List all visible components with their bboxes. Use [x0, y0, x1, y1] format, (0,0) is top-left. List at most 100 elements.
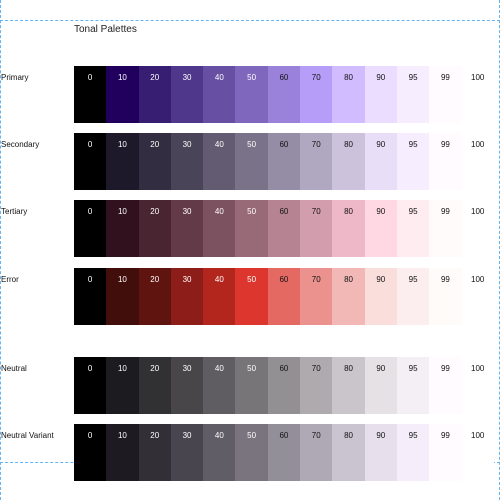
- tone-label: 40: [214, 207, 224, 216]
- swatch-tone-90: 90: [364, 268, 397, 325]
- swatch-tone-40: 40: [203, 133, 236, 190]
- tone-label: 40: [214, 364, 224, 373]
- palette-label: Tertiary: [1, 207, 28, 216]
- swatch-tone-100: 100: [461, 268, 494, 325]
- tone-label: 95: [408, 364, 418, 373]
- swatch-tone-90: 90: [364, 200, 397, 257]
- tone-label: 95: [408, 73, 418, 82]
- swatch-tone-60: 60: [267, 66, 301, 123]
- swatch-tone-99: 99: [429, 268, 462, 325]
- swatch-tone-80: 80: [332, 268, 365, 325]
- swatch-tone-60: 60: [267, 268, 301, 325]
- swatch-tone-30: 30: [170, 200, 204, 257]
- tone-label: 10: [117, 73, 127, 82]
- swatch-tone-40: 40: [203, 357, 236, 414]
- swatch-tone-30: 30: [170, 66, 204, 123]
- palette-label: Error: [1, 275, 19, 284]
- tone-label: 60: [279, 431, 289, 440]
- swatch-strip: 0 10 20 30 40 50 60 70 80 90 95 99 100: [74, 424, 494, 481]
- tone-label: 40: [214, 431, 224, 440]
- tone-label: 95: [408, 140, 418, 149]
- swatch-tone-10: 10: [106, 133, 139, 190]
- swatch-tone-40: 40: [203, 424, 236, 481]
- tone-label: 99: [440, 431, 450, 440]
- swatch-tone-95: 95: [396, 66, 430, 123]
- swatch-tone-20: 20: [138, 357, 171, 414]
- tone-label: 90: [376, 275, 386, 284]
- swatch-tone-10: 10: [106, 200, 139, 257]
- swatch-tone-80: 80: [332, 133, 365, 190]
- tone-label: 80: [344, 140, 353, 149]
- swatch-tone-80: 80: [332, 66, 365, 123]
- tone-label: 90: [376, 431, 386, 440]
- swatch-tone-0: 0: [74, 357, 107, 414]
- swatch-tone-99: 99: [429, 66, 462, 123]
- tone-label: 10: [117, 275, 127, 284]
- palette-label: Neutral: [1, 364, 27, 373]
- tone-label: 95: [408, 431, 418, 440]
- tone-label: 30: [182, 275, 192, 284]
- swatch-strip: 0 10 20 30 40 50 60 70 80 90 95 99 100: [74, 268, 494, 325]
- swatch-tone-30: 30: [170, 268, 204, 325]
- tone-label: 20: [150, 431, 160, 440]
- tone-label: 50: [247, 73, 257, 82]
- tone-label: 30: [182, 73, 192, 82]
- swatch-tone-80: 80: [332, 424, 365, 481]
- tone-label: 99: [440, 207, 450, 216]
- swatch-tone-95: 95: [396, 424, 430, 481]
- swatch-tone-70: 70: [300, 133, 333, 190]
- tone-label: 60: [279, 207, 289, 216]
- swatch-tone-100: 100: [461, 424, 494, 481]
- swatch-tone-99: 99: [429, 133, 462, 190]
- swatch-tone-0: 0: [74, 424, 107, 481]
- tone-label: 95: [408, 275, 418, 284]
- swatch-tone-10: 10: [106, 357, 139, 414]
- swatch-tone-95: 95: [396, 133, 430, 190]
- swatch-tone-30: 30: [170, 133, 204, 190]
- swatch-tone-80: 80: [332, 200, 365, 257]
- tone-label: 95: [408, 207, 418, 216]
- palette-label: Secondary: [1, 140, 40, 149]
- swatch-tone-70: 70: [300, 268, 333, 325]
- tone-label: 10: [117, 140, 127, 149]
- swatch-tone-100: 100: [461, 200, 494, 257]
- tone-label: 50: [247, 431, 257, 440]
- swatch-tone-70: 70: [300, 66, 333, 123]
- tone-label: 80: [344, 207, 353, 216]
- tone-label: 30: [182, 207, 192, 216]
- tone-label: 80: [344, 275, 353, 284]
- tone-label: 70: [311, 275, 321, 284]
- tone-label: 20: [150, 275, 160, 284]
- swatch-tone-20: 20: [138, 66, 171, 123]
- swatch-tone-0: 0: [74, 200, 107, 257]
- tone-label: 100: [471, 364, 485, 373]
- tone-label: 60: [279, 364, 289, 373]
- tone-label: 99: [440, 73, 450, 82]
- tone-label: 50: [247, 275, 257, 284]
- palette-label: Neutral Variant: [1, 431, 54, 440]
- tone-label: 90: [376, 73, 386, 82]
- tone-label: 80: [344, 431, 353, 440]
- swatch-tone-70: 70: [300, 200, 333, 257]
- tone-label: 70: [311, 207, 321, 216]
- swatch-tone-20: 20: [138, 268, 171, 325]
- swatch-tone-99: 99: [429, 424, 462, 481]
- page-title: Tonal Palettes: [74, 24, 137, 35]
- tone-label: 70: [311, 364, 321, 373]
- swatch-strip: 0 10 20 30 40 50 60 70 80 90 95 99 100: [74, 66, 494, 123]
- tone-label: 30: [182, 140, 192, 149]
- tone-label: 0: [87, 275, 93, 284]
- swatch-tone-0: 0: [74, 133, 107, 190]
- tone-label: 50: [247, 207, 257, 216]
- guide-line-left: [0, 0, 1, 500]
- tone-label: 70: [311, 140, 321, 149]
- swatch-tone-50: 50: [235, 268, 268, 325]
- swatch-tone-40: 40: [203, 200, 236, 257]
- swatch-strip: 0 10 20 30 40 50 60 70 80 90 95 99 100: [74, 133, 494, 190]
- swatch-tone-50: 50: [235, 357, 268, 414]
- swatch-tone-70: 70: [300, 424, 333, 481]
- swatch-tone-70: 70: [300, 357, 333, 414]
- swatch-tone-50: 50: [235, 200, 268, 257]
- swatch-tone-100: 100: [461, 66, 494, 123]
- swatch-tone-60: 60: [267, 200, 301, 257]
